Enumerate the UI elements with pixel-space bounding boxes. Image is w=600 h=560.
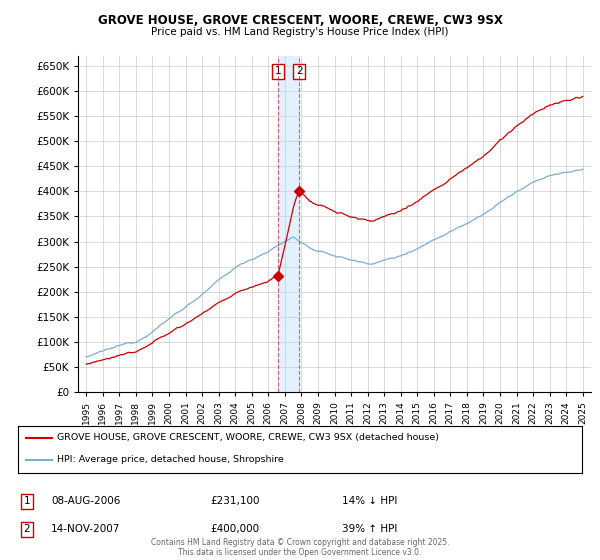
Text: GROVE HOUSE, GROVE CRESCENT, WOORE, CREWE, CW3 9SX: GROVE HOUSE, GROVE CRESCENT, WOORE, CREW… (98, 14, 502, 27)
Text: HPI: Average price, detached house, Shropshire: HPI: Average price, detached house, Shro… (58, 455, 284, 464)
Text: £231,100: £231,100 (210, 496, 260, 506)
Text: 39% ↑ HPI: 39% ↑ HPI (342, 524, 397, 534)
Text: Price paid vs. HM Land Registry's House Price Index (HPI): Price paid vs. HM Land Registry's House … (151, 27, 449, 37)
Text: 1: 1 (23, 496, 31, 506)
Text: GROVE HOUSE, GROVE CRESCENT, WOORE, CREWE, CW3 9SX (detached house): GROVE HOUSE, GROVE CRESCENT, WOORE, CREW… (58, 433, 439, 442)
Text: Contains HM Land Registry data © Crown copyright and database right 2025.
This d: Contains HM Land Registry data © Crown c… (151, 538, 449, 557)
Bar (278, 56, 299, 392)
Text: 2: 2 (296, 66, 302, 76)
Text: £400,000: £400,000 (210, 524, 259, 534)
Text: 2: 2 (23, 524, 31, 534)
Text: 14% ↓ HPI: 14% ↓ HPI (342, 496, 397, 506)
Text: 14-NOV-2007: 14-NOV-2007 (51, 524, 121, 534)
Text: 08-AUG-2006: 08-AUG-2006 (51, 496, 121, 506)
Text: 1: 1 (275, 66, 281, 76)
